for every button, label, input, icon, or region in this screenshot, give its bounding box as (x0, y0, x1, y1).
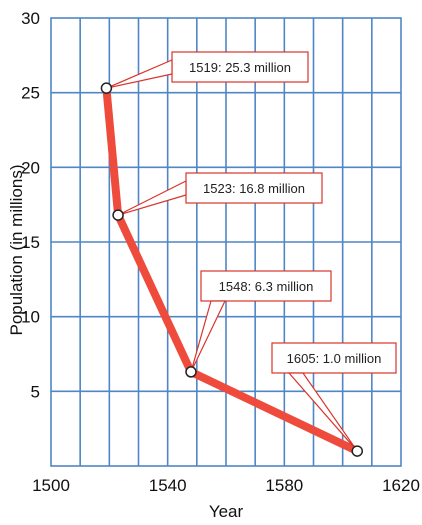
annotation-label: 1605: 1.0 million (287, 351, 382, 366)
series-line (102, 84, 362, 456)
point-layer (100, 82, 363, 457)
y-tick-label: 25 (21, 84, 40, 103)
y-axis-title: Population (in millions) (7, 164, 26, 335)
y-tick-label: 10 (21, 308, 40, 327)
callout: 1548: 6.3 million (190, 270, 332, 373)
callout: 1605: 1.0 million (271, 342, 397, 452)
x-tick-label: 1580 (265, 476, 303, 495)
y-tick-label: 20 (21, 158, 40, 177)
plot-area-border (50, 17, 402, 467)
x-axis-ticks: 1500 1540 1580 1620 (32, 476, 420, 495)
data-point (351, 445, 363, 457)
grid (51, 18, 401, 466)
x-tick-label: 1540 (149, 476, 187, 495)
annotation-layer: 1519: 25.3 million 1523: 16.8 million 1548… (106, 51, 397, 452)
x-tick-label: 1620 (382, 476, 420, 495)
y-axis-ticks: 5 10 15 20 25 30 (21, 9, 40, 401)
y-tick-label: 30 (21, 9, 40, 28)
x-tick-label: 1500 (32, 476, 70, 495)
y-tick-label: 5 (31, 382, 40, 401)
callout: 1523: 16.8 million (117, 172, 323, 216)
annotation-label: 1523: 16.8 million (203, 181, 305, 196)
y-tick-label: 15 (21, 233, 40, 252)
data-point (185, 366, 197, 378)
annotation-label: 1548: 6.3 million (219, 279, 314, 294)
callout-pointer (106, 59, 173, 89)
series-layer (102, 84, 362, 456)
callout: 1519: 25.3 million (106, 51, 309, 89)
callout-box (200, 270, 332, 302)
callout-pointer (190, 300, 226, 373)
data-point (100, 82, 113, 94)
x-axis-title: Year (209, 502, 244, 521)
callout-box (271, 342, 397, 374)
data-point (112, 209, 124, 221)
annotation-label: 1519: 25.3 million (189, 60, 291, 75)
callout-pointer (117, 180, 187, 216)
callout-pointer (287, 372, 358, 452)
